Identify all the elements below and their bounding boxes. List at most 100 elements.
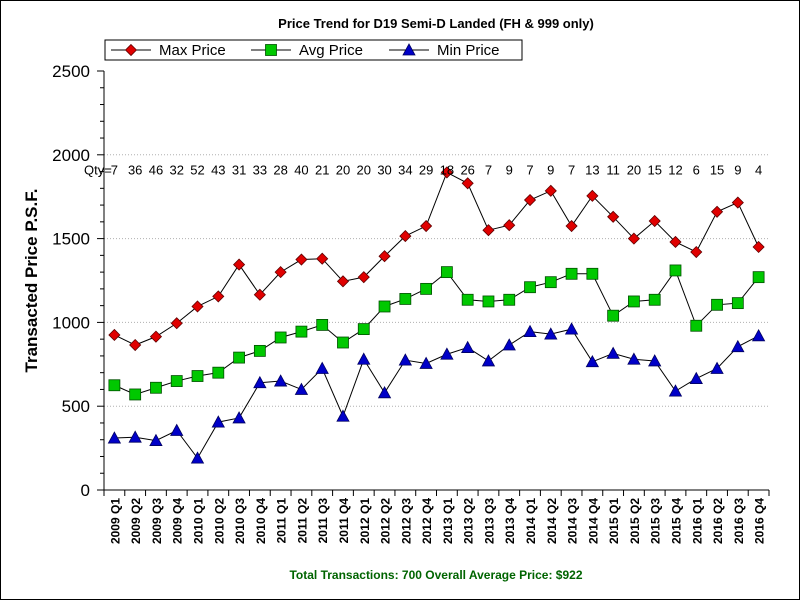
point-max-price	[233, 258, 246, 271]
y-tick-label: 2500	[52, 62, 90, 81]
point-avg-price	[711, 298, 723, 311]
point-avg-price	[191, 370, 204, 382]
point-min-price	[564, 322, 579, 335]
point-min-price	[710, 361, 724, 374]
point-max-price	[357, 271, 370, 284]
point-min-price	[585, 354, 600, 368]
point-avg-price	[503, 293, 516, 306]
point-max-price	[669, 235, 682, 249]
point-avg-price	[440, 266, 453, 279]
x-tick-label: 2015 Q2	[628, 498, 642, 544]
y-tick-label: 500	[62, 397, 90, 416]
point-avg-price	[357, 323, 370, 336]
point-avg-price	[108, 379, 121, 392]
qty-label: 6	[693, 163, 700, 178]
point-avg-price	[461, 293, 474, 306]
x-tick-label: 2010 Q4	[254, 498, 268, 544]
x-tick-label: 2015 Q1	[607, 498, 621, 544]
point-avg-price	[420, 282, 433, 295]
series-min-price	[107, 322, 766, 464]
point-avg-price	[274, 331, 287, 344]
qty-label: 33	[253, 163, 267, 178]
x-tick-label: 2013 Q3	[482, 498, 496, 544]
point-max-price	[420, 219, 433, 233]
point-max-price	[586, 189, 599, 202]
x-tick-label: 2015 Q3	[649, 498, 663, 544]
x-tick-label: 2011 Q3	[316, 498, 330, 544]
qty-label: 40	[294, 163, 308, 178]
qty-label: 31	[232, 163, 246, 178]
point-min-price	[668, 384, 683, 397]
series-layer	[107, 166, 766, 464]
qty-label: 32	[170, 163, 184, 178]
qty-label: 20	[627, 163, 641, 178]
series-line-min-price	[114, 328, 759, 460]
x-tick-label: 2010 Q1	[192, 498, 206, 544]
point-avg-price	[295, 325, 308, 338]
y-tick-label: 2000	[52, 146, 90, 165]
qty-label: 13	[585, 163, 599, 178]
qty-label: 7	[526, 163, 533, 178]
legend: Max Price Avg Price Min Price	[104, 39, 523, 61]
x-tick-label: 2012 Q4	[420, 498, 434, 544]
point-min-price	[315, 361, 329, 374]
qty-label: 12	[668, 163, 682, 178]
x-tick-label: 2014 Q1	[524, 498, 538, 544]
x-tick-label: 2016 Q4	[753, 498, 767, 544]
point-min-price	[627, 352, 641, 365]
point-avg-price	[607, 309, 620, 322]
point-min-price	[751, 328, 766, 342]
point-avg-price	[752, 271, 765, 284]
point-avg-price	[316, 319, 329, 331]
series-line-avg-price	[114, 269, 759, 396]
x-ticks: 2009 Q1 2009 Q2 2009 Q3 2009 Q4 2010 Q1 2010 …	[103, 490, 770, 544]
qty-label: 29	[419, 163, 433, 178]
qty-label: 15	[710, 163, 724, 178]
point-max-price	[149, 330, 163, 343]
point-min-price	[190, 451, 205, 464]
qty-label: 9	[506, 163, 513, 178]
point-avg-price	[129, 388, 142, 401]
point-max-price	[752, 240, 765, 254]
qty-label: 18	[440, 163, 454, 178]
qty-label: 28	[273, 163, 287, 178]
y-axis-label: Transacted Price P.S.F.	[22, 189, 41, 373]
point-avg-price	[648, 293, 661, 306]
x-tick-label: 2009 Q2	[129, 498, 143, 544]
point-max-price	[274, 266, 287, 279]
x-tick-label: 2012 Q1	[358, 498, 372, 544]
point-avg-price	[399, 293, 412, 305]
point-max-price	[170, 317, 183, 330]
point-min-price	[606, 346, 620, 359]
series-max-price	[108, 166, 765, 352]
x-tick-label: 2016 Q1	[690, 498, 704, 544]
point-avg-price	[253, 344, 266, 357]
point-avg-price	[524, 281, 536, 294]
y-tick-label: 1500	[52, 230, 90, 249]
point-avg-price	[690, 319, 703, 332]
point-max-price	[565, 219, 578, 233]
legend-marker-min-price	[402, 43, 416, 56]
point-avg-price	[150, 381, 162, 394]
point-min-price	[357, 352, 371, 365]
point-max-price	[316, 252, 329, 265]
point-min-price	[377, 385, 392, 399]
point-avg-price	[565, 267, 578, 280]
point-min-price	[232, 411, 246, 424]
point-max-price	[336, 275, 350, 288]
y-ticks: 0 500 1000 1500 2000 2500	[52, 62, 104, 500]
qty-label: 43	[211, 163, 225, 178]
point-min-price	[211, 415, 225, 428]
x-tick-label: 2011 Q1	[275, 498, 289, 544]
qty-label: 34	[398, 163, 412, 178]
point-avg-price	[669, 264, 682, 277]
point-max-price	[399, 230, 412, 243]
x-tick-label: 2013 Q1	[441, 498, 455, 544]
point-min-price	[689, 371, 703, 384]
point-max-price	[191, 300, 204, 313]
point-avg-price	[544, 276, 557, 289]
point-max-price	[607, 210, 620, 223]
point-max-price	[461, 177, 474, 190]
